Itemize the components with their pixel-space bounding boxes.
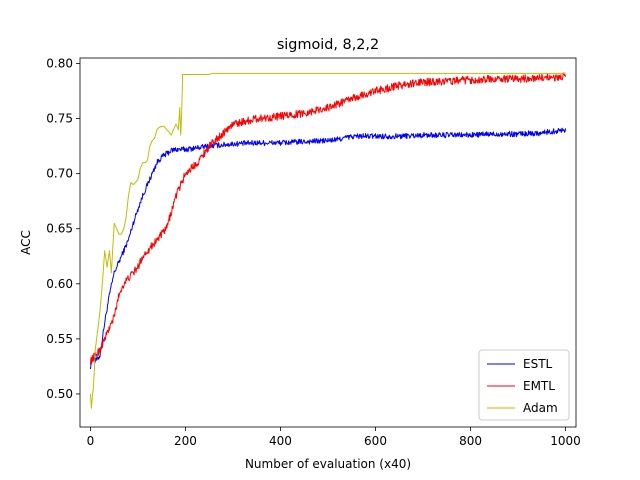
chart-title: sigmoid, 8,2,2 [277,37,379,53]
x-axis-label: Number of evaluation (x40) [245,457,411,471]
legend-label-adam: Adam [523,401,558,415]
y-axis-label: ACC [19,230,33,255]
x-tick-label: 0 [87,434,95,448]
series-line-adam [89,72,566,409]
legend: ESTL EMTL Adam [478,349,570,421]
legend-box [478,349,570,421]
legend-label-emtl: EMTL [523,379,555,393]
y-tick-label: 0.55 [46,332,73,346]
plot-series [89,72,567,409]
x-axis: 0 200 400 600 800 1000 [87,427,581,448]
legend-label-estl: ESTL [523,357,553,371]
y-tick-label: 0.60 [46,277,73,291]
x-tick-label: 600 [364,434,387,448]
y-tick-label: 0.65 [46,222,73,236]
plot-frame [79,57,577,428]
x-tick-label: 1000 [550,434,581,448]
x-tick-label: 800 [459,434,482,448]
y-tick-label: 0.80 [46,57,73,71]
x-tick-label: 400 [269,434,292,448]
y-axis: 0.50 0.55 0.60 0.65 0.70 0.75 0.80 [46,57,80,401]
y-tick-label: 0.75 [46,112,73,126]
x-tick-label: 200 [174,434,197,448]
series-line-estl [89,127,567,370]
y-tick-label: 0.50 [46,387,73,401]
y-tick-label: 0.70 [46,167,73,181]
series-line-emtl [89,72,567,365]
